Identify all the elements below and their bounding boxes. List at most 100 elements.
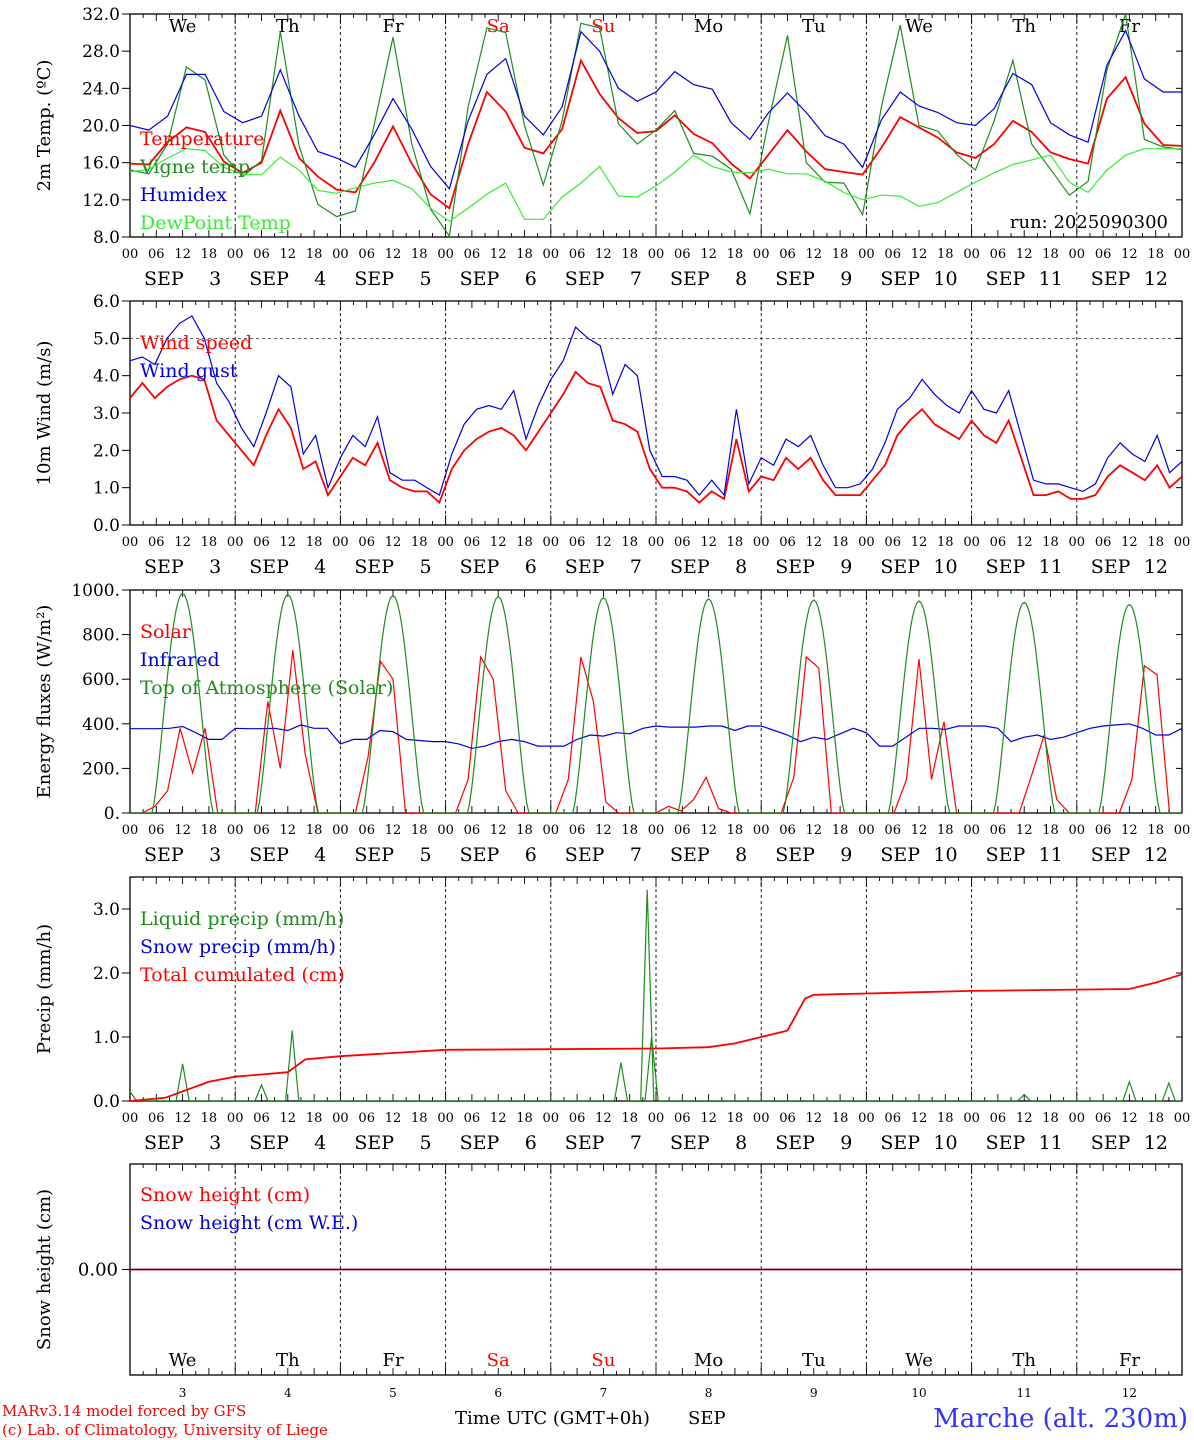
hour-label: 00 xyxy=(437,823,454,838)
hour-label: 12 xyxy=(280,535,297,550)
date-month-label: SEP xyxy=(775,556,815,578)
date-day-label: 3 xyxy=(209,1132,221,1154)
date-month-label: SEP xyxy=(460,556,500,578)
date-day-label: 5 xyxy=(420,556,432,578)
hour-label: 06 xyxy=(148,535,165,550)
date-month-label: SEP xyxy=(1091,556,1131,578)
weekday-label: Mo xyxy=(694,1350,723,1371)
plot-area xyxy=(130,14,1182,237)
hour-label: 00 xyxy=(1174,535,1191,550)
hour-label: 06 xyxy=(884,535,901,550)
hour-label: 18 xyxy=(516,247,533,262)
date-month-label: SEP xyxy=(670,268,710,290)
date-month-label: SEP xyxy=(1091,844,1131,866)
panel-3: 0. 200. 400. 600. 800. 1000. Energy fluxes (W/… xyxy=(34,581,1190,866)
hour-label: 12 xyxy=(1016,1111,1033,1126)
weekday-label: Th xyxy=(1012,16,1036,37)
date-month-label: SEP xyxy=(775,844,815,866)
date-month-label: SEP xyxy=(565,268,605,290)
plot-frame xyxy=(129,13,1183,238)
series-line xyxy=(130,650,1182,813)
date-month-label: SEP xyxy=(565,1132,605,1154)
hour-label: 06 xyxy=(779,247,796,262)
date-month-label: SEP xyxy=(249,1132,289,1154)
hour-label: 06 xyxy=(253,823,270,838)
hour-label: 00 xyxy=(1069,535,1086,550)
hour-label: 06 xyxy=(569,1111,586,1126)
hour-label: 12 xyxy=(806,535,823,550)
hour-label: 06 xyxy=(148,823,165,838)
series-line xyxy=(130,148,1182,222)
date-day-label: 6 xyxy=(525,844,537,866)
y-tick-label: 2.0 xyxy=(93,441,120,461)
hour-label: 18 xyxy=(306,535,323,550)
hour-label: 06 xyxy=(990,247,1007,262)
y-tick-label: 24.0 xyxy=(82,79,120,99)
hour-label: 12 xyxy=(174,823,191,838)
hour-label: 18 xyxy=(832,1111,849,1126)
hour-label: 12 xyxy=(1121,1111,1138,1126)
y-tick-label: 0.0 xyxy=(93,1092,120,1112)
date-day-label: 12 xyxy=(1144,268,1168,290)
hour-label: 18 xyxy=(727,823,744,838)
hour-label: 00 xyxy=(543,535,560,550)
hour-label: 12 xyxy=(280,247,297,262)
hour-label: 00 xyxy=(1069,823,1086,838)
date-month-label: SEP xyxy=(354,268,394,290)
hour-label: 06 xyxy=(674,823,691,838)
hour-label: 06 xyxy=(569,535,586,550)
hour-label: 12 xyxy=(700,823,717,838)
y-tick-label: 200. xyxy=(82,759,120,779)
bottom-day-number: 11 xyxy=(1017,1386,1032,1400)
legend-entry: Solar xyxy=(140,621,192,643)
hour-label: 00 xyxy=(332,247,349,262)
date-day-label: 9 xyxy=(840,1132,852,1154)
hour-label: 18 xyxy=(411,535,428,550)
hour-label: 06 xyxy=(1095,535,1112,550)
date-day-label: 3 xyxy=(209,844,221,866)
series-line xyxy=(130,592,1182,813)
y-tick-label: 1.0 xyxy=(93,479,120,499)
hour-label: 06 xyxy=(990,823,1007,838)
y-tick-label: 8.0 xyxy=(93,228,120,248)
y-tick-label: 800. xyxy=(82,626,120,646)
hour-label: 00 xyxy=(1069,1111,1086,1126)
hour-label: 06 xyxy=(779,535,796,550)
hour-label: 00 xyxy=(543,823,560,838)
legend-entry: Vigne temp xyxy=(139,156,250,178)
date-day-label: 11 xyxy=(1039,556,1063,578)
date-day-label: 6 xyxy=(525,1132,537,1154)
weekday-label: Fr xyxy=(382,16,403,37)
date-month-label: SEP xyxy=(670,556,710,578)
hour-label: 00 xyxy=(858,1111,875,1126)
series-line xyxy=(130,315,1182,497)
y-tick-label: 1000. xyxy=(71,581,120,601)
hour-label: 12 xyxy=(595,823,612,838)
date-month-label: SEP xyxy=(144,556,184,578)
hour-label: 18 xyxy=(1147,535,1164,550)
legend-entry: Wind gust xyxy=(140,360,238,382)
hour-label: 18 xyxy=(621,247,638,262)
hour-label: 12 xyxy=(490,823,507,838)
date-month-label: SEP xyxy=(354,556,394,578)
hour-label: 06 xyxy=(674,1111,691,1126)
hour-label: 06 xyxy=(358,1111,375,1126)
hour-label: 12 xyxy=(595,1111,612,1126)
date-month-label: SEP xyxy=(565,556,605,578)
hour-label: 18 xyxy=(516,535,533,550)
weekday-label: Tu xyxy=(802,1350,826,1371)
hour-label: 18 xyxy=(621,535,638,550)
y-tick-label: 3.0 xyxy=(93,900,120,920)
hour-label: 12 xyxy=(806,823,823,838)
panel-1: 8.0 12.0 16.0 20.0 24.0 28.0 32.0 2m Temp. (ºC)… xyxy=(34,5,1190,290)
hour-label: 00 xyxy=(437,247,454,262)
date-day-label: 4 xyxy=(314,268,326,290)
hour-label: 00 xyxy=(122,1111,139,1126)
y-axis-label: Snow height (cm) xyxy=(34,1189,55,1350)
hour-label: 06 xyxy=(253,1111,270,1126)
hour-label: 18 xyxy=(306,823,323,838)
footer-copyright: (c) Lab. of Climatology, University of L… xyxy=(2,1421,328,1439)
hour-label: 12 xyxy=(280,823,297,838)
hour-label: 12 xyxy=(806,247,823,262)
date-month-label: SEP xyxy=(986,844,1026,866)
